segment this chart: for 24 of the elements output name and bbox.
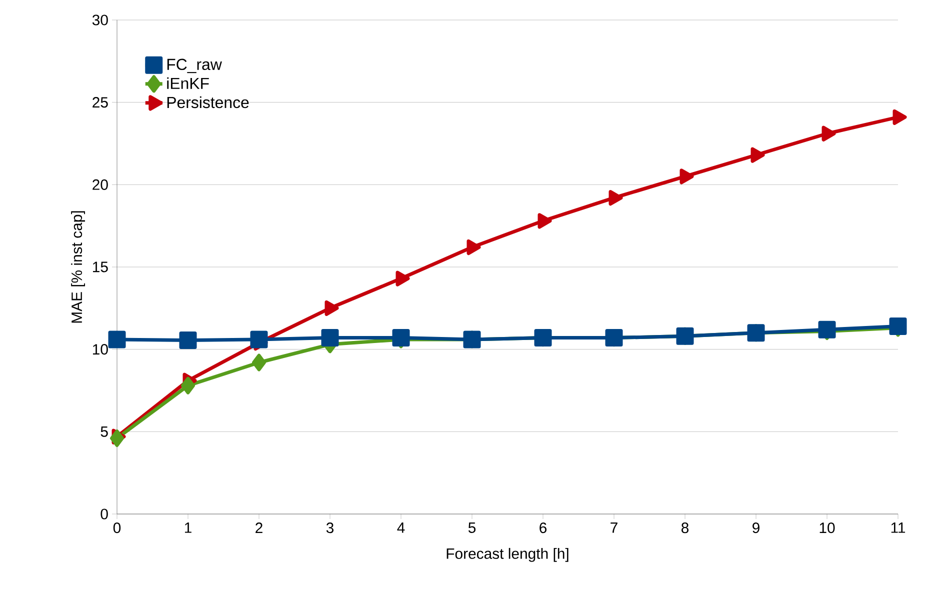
x-tick-label: 1 <box>184 522 192 533</box>
y-tick-label: 5 <box>100 426 108 437</box>
x-tick-label: 4 <box>397 522 405 533</box>
y-tick-label: 20 <box>92 179 108 190</box>
y-tick-label: 25 <box>92 97 108 108</box>
x-tick-label: 11 <box>891 522 906 533</box>
x-tick-label: 7 <box>610 522 618 533</box>
y-tick-label: 0 <box>100 508 108 520</box>
legend-label: FC_raw <box>167 58 222 74</box>
x-tick-label: 10 <box>820 522 835 534</box>
x-tick-label: 2 <box>256 522 262 533</box>
x-tick-label: 0 <box>113 522 121 534</box>
y-axis-title: MAE [% inst cap] <box>71 211 86 323</box>
x-tick-label: 3 <box>326 522 334 534</box>
x-axis-title: Forecast length [h] <box>446 548 568 562</box>
x-tick-label: 9 <box>752 522 760 534</box>
y-tick-label: 30 <box>92 14 108 26</box>
y-tick-label: 15 <box>93 262 108 272</box>
legend-label: iEnKF <box>167 77 209 89</box>
x-tick-label: 5 <box>468 522 476 533</box>
legend-label: Persistence <box>167 96 249 108</box>
x-tick-label: 8 <box>682 522 689 534</box>
x-tick-label: 6 <box>540 522 547 534</box>
y-tick-label: 10 <box>93 344 108 355</box>
